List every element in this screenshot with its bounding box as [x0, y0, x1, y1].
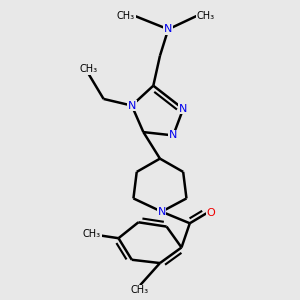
- Text: O: O: [206, 208, 215, 218]
- Text: N: N: [164, 24, 172, 34]
- Text: CH₃: CH₃: [83, 229, 101, 239]
- Text: CH₃: CH₃: [117, 11, 135, 21]
- Text: N: N: [169, 130, 177, 140]
- Text: CH₃: CH₃: [131, 285, 149, 295]
- Text: N: N: [158, 207, 166, 217]
- Text: CH₃: CH₃: [80, 64, 98, 74]
- Text: CH₃: CH₃: [196, 11, 214, 21]
- Text: N: N: [128, 100, 136, 111]
- Text: N: N: [179, 104, 187, 114]
